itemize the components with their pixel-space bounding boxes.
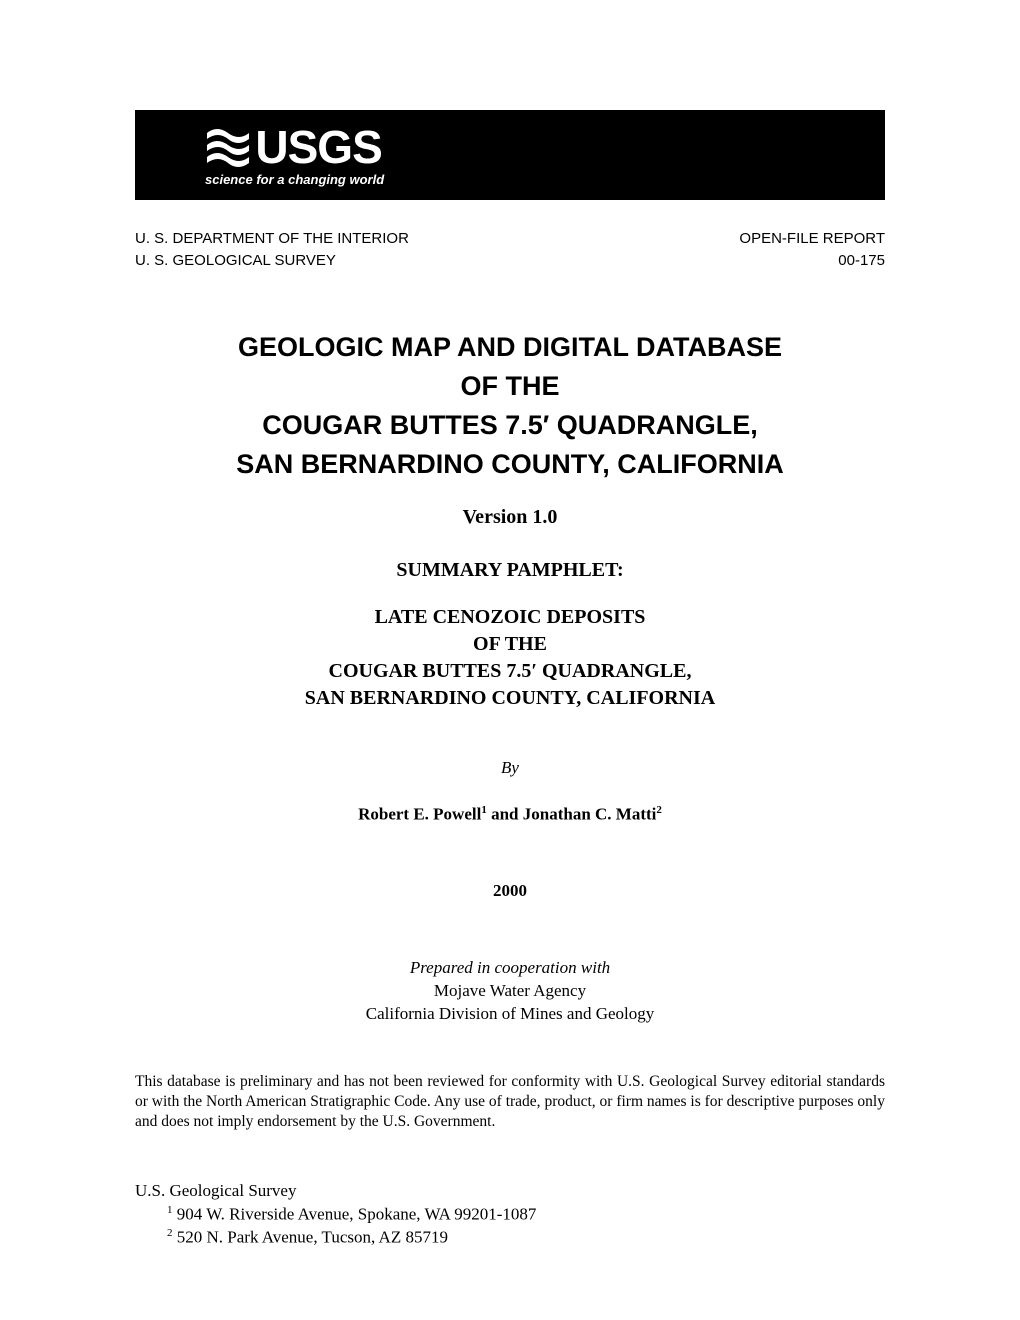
author-1: Robert E. Powell	[358, 805, 481, 824]
disclaimer-text: This database is preliminary and has not…	[135, 1072, 885, 1132]
dept-usgs: U. S. GEOLOGICAL SURVEY	[135, 250, 409, 272]
pamphlet-title-line: SAN BERNARDINO COUNTY, CALIFORNIA	[135, 685, 885, 712]
author-2-sup: 2	[656, 804, 662, 816]
usgs-tagline: science for a changing world	[205, 172, 384, 187]
title-line: COUGAR BUTTES 7.5′ QUADRANGLE,	[135, 406, 885, 445]
summary-pamphlet-label: SUMMARY PAMPHLET:	[135, 559, 885, 582]
usgs-logo: USGS science for a changing world	[205, 124, 384, 187]
version-line: Version 1.0	[135, 506, 885, 529]
department-row: U. S. DEPARTMENT OF THE INTERIOR U. S. G…	[135, 228, 885, 272]
year: 2000	[135, 881, 885, 901]
report-number: 00-175	[739, 250, 885, 272]
pamphlet-title-line: OF THE	[135, 631, 885, 658]
coop-lead: Prepared in cooperation with	[135, 957, 885, 980]
pamphlet-title-line: COUGAR BUTTES 7.5′ QUADRANGLE,	[135, 658, 885, 685]
authors-line: Robert E. Powell1 and Jonathan C. Matti2	[135, 804, 885, 825]
coop-line: California Division of Mines and Geology	[135, 1003, 885, 1026]
pamphlet-title: LATE CENOZOIC DEPOSITS OF THE COUGAR BUT…	[135, 604, 885, 712]
affil-1: 1 904 W. Riverside Avenue, Spokane, WA 9…	[135, 1203, 885, 1227]
title-line: OF THE	[135, 367, 885, 406]
usgs-wordmark: USGS	[255, 124, 381, 170]
title-line: GEOLOGIC MAP AND DIGITAL DATABASE	[135, 328, 885, 367]
department-right: OPEN-FILE REPORT 00-175	[739, 228, 885, 272]
affil-1-addr: 904 W. Riverside Avenue, Spokane, WA 992…	[173, 1205, 537, 1224]
dept-interior: U. S. DEPARTMENT OF THE INTERIOR	[135, 228, 409, 250]
affil-2: 2 520 N. Park Avenue, Tucson, AZ 85719	[135, 1226, 885, 1250]
department-left: U. S. DEPARTMENT OF THE INTERIOR U. S. G…	[135, 228, 409, 272]
author-2: Jonathan C. Matti	[523, 805, 657, 824]
page: USGS science for a changing world U. S. …	[0, 0, 1020, 1310]
affil-org: U.S. Geological Survey	[135, 1180, 885, 1203]
affil-2-addr: 520 N. Park Avenue, Tucson, AZ 85719	[173, 1228, 448, 1247]
main-title: GEOLOGIC MAP AND DIGITAL DATABASE OF THE…	[135, 328, 885, 485]
usgs-banner: USGS science for a changing world	[135, 110, 885, 200]
title-line: SAN BERNARDINO COUNTY, CALIFORNIA	[135, 445, 885, 484]
waves-icon	[207, 127, 249, 167]
cooperation-block: Prepared in cooperation with Mojave Wate…	[135, 957, 885, 1026]
pamphlet-title-line: LATE CENOZOIC DEPOSITS	[135, 604, 885, 631]
coop-line: Mojave Water Agency	[135, 980, 885, 1003]
report-label: OPEN-FILE REPORT	[739, 228, 885, 250]
authors-and: and	[487, 805, 523, 824]
affiliations: U.S. Geological Survey 1 904 W. Riversid…	[135, 1180, 885, 1250]
by-label: By	[135, 758, 885, 778]
